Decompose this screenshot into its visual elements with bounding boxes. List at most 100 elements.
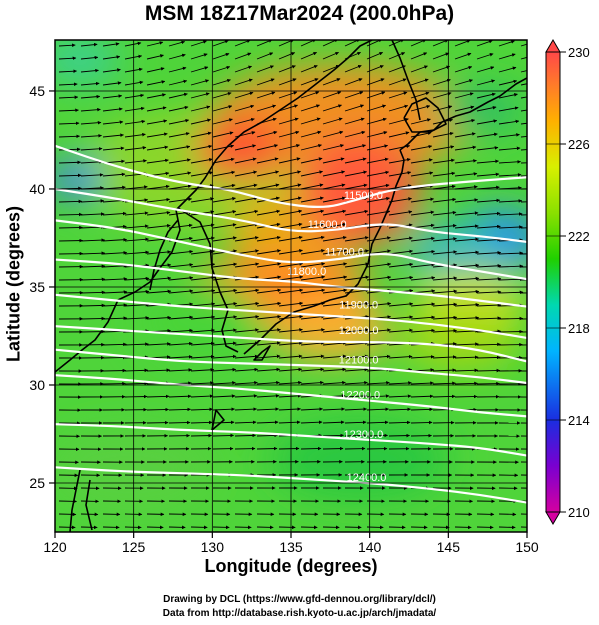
wind-arrow (168, 420, 191, 425)
wind-arrow (124, 394, 148, 399)
wind-arrow (190, 341, 215, 346)
x-axis-label: Longitude (degrees) (204, 556, 378, 576)
wind-arrow (124, 316, 150, 320)
wind-arrow (344, 380, 368, 385)
wind-arrow (168, 341, 193, 346)
wind-arrow (168, 40, 186, 47)
wind-arrow (476, 250, 502, 255)
wind-arrow (344, 117, 365, 125)
wind-arrow (146, 342, 171, 346)
wind-arrow (432, 328, 457, 333)
wind-arrow (278, 420, 301, 425)
wind-arrow (388, 249, 413, 255)
wind-arrow (322, 380, 346, 385)
wind-arrow (520, 227, 527, 229)
wind-arrow (124, 302, 150, 307)
wind-arrow (432, 171, 456, 177)
wind-arrow (432, 315, 458, 320)
wind-arrow (80, 199, 105, 203)
wind-arrow (234, 91, 254, 99)
wind-arrow (366, 170, 390, 177)
wind-arrow (454, 52, 472, 60)
wind-arrow (300, 157, 323, 164)
wind-arrow (234, 52, 252, 60)
wind-arrow (146, 315, 172, 320)
wind-arrow (432, 289, 458, 294)
wind-arrow (80, 173, 104, 177)
wind-arrow (146, 368, 171, 372)
contour-label: 12300.0 (343, 429, 383, 441)
colorbar-scale (545, 51, 561, 513)
wind-arrow (80, 68, 99, 73)
wind-arrow (300, 407, 323, 411)
wind-arrow (454, 211, 479, 216)
wind-arrow (432, 184, 456, 190)
wind-arrow (256, 407, 279, 411)
x-tick-label: 145 (437, 539, 461, 555)
wind-arrow (58, 160, 82, 165)
wind-arrow (58, 238, 84, 243)
wind-arrow (388, 433, 410, 438)
wind-arrow (124, 41, 142, 47)
colorbar-tick-label: 222 (568, 229, 590, 244)
wind-arrow (344, 236, 369, 242)
wind-arrow (212, 91, 232, 99)
wind-arrow (212, 341, 237, 346)
wind-arrow (256, 183, 280, 190)
wind-arrow (322, 367, 347, 372)
colorbar-tick-label: 226 (568, 137, 590, 152)
colorbar-tick-label: 230 (568, 45, 590, 60)
wind-arrow (146, 80, 166, 86)
wind-arrow (146, 184, 170, 190)
wind-arrow (322, 407, 345, 411)
wind-arrow (388, 131, 410, 138)
wind-arrow (80, 264, 106, 269)
height-contour-line (55, 325, 527, 363)
wind-arrow (58, 95, 79, 100)
wind-arrow (322, 170, 345, 177)
wind-arrow (344, 170, 368, 177)
height-contour-line (55, 187, 527, 243)
wind-arrow (80, 277, 106, 282)
wind-arrow (278, 52, 296, 60)
wind-arrow (124, 342, 149, 346)
wind-arrow (256, 394, 280, 398)
wind-arrow (256, 235, 281, 242)
wind-arrow (520, 83, 527, 86)
wind-arrow (322, 354, 347, 359)
wind-arrow (322, 91, 342, 99)
wind-arrow (454, 40, 471, 47)
wind-arrow (366, 301, 392, 307)
wind-arrow (344, 341, 369, 346)
wind-arrow (454, 159, 477, 164)
wind-arrow (498, 106, 519, 112)
wind-arrow (190, 53, 208, 60)
wind-arrow (80, 316, 106, 321)
wind-arrow (58, 108, 79, 113)
wind-arrow (168, 407, 191, 412)
wind-arrow (102, 133, 124, 138)
wind-arrow (256, 52, 274, 60)
contour-label: 12400.0 (347, 472, 387, 484)
wind-arrow (278, 104, 298, 112)
wind-arrow (58, 147, 81, 152)
wind-arrow (432, 197, 457, 203)
wind-arrow (102, 355, 127, 360)
wind-arrow (366, 157, 389, 164)
wind-arrow (388, 328, 413, 333)
wind-arrow (102, 107, 123, 112)
wind-arrow (388, 78, 407, 86)
colorbar: 210 214 218 222 226 230 (545, 39, 590, 525)
wind-arrow (322, 144, 344, 151)
wind-arrow (520, 135, 527, 138)
wind-arrow (366, 104, 387, 112)
wind-arrow (388, 104, 409, 112)
wind-arrow (124, 211, 149, 216)
wind-arrow (234, 394, 258, 398)
height-contour-line (55, 374, 527, 418)
wind-arrow (454, 92, 474, 99)
wind-arrow (168, 66, 187, 73)
wind-arrow (168, 249, 194, 255)
wind-arrow (300, 143, 322, 151)
wind-arrow (388, 381, 412, 385)
